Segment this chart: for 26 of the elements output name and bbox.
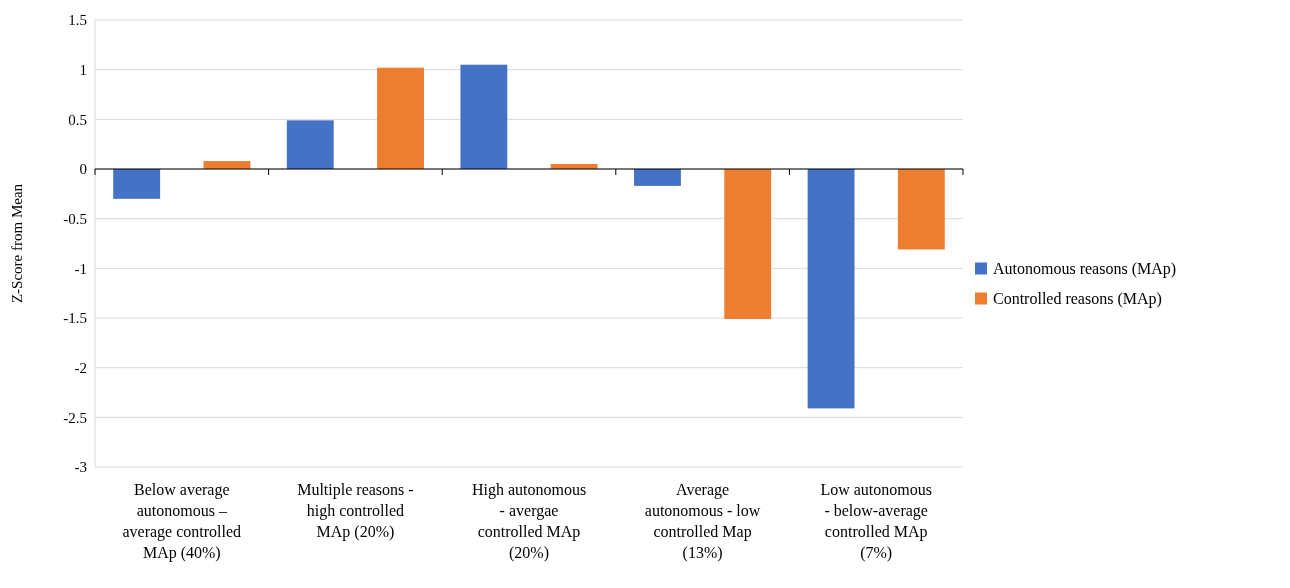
x-tick-label: Below average autonomous – average controlled MAp (40%) <box>122 481 242 562</box>
y-tick-label: 1 <box>79 61 87 78</box>
x-tick-label: Low autonomous - below-average controlled MAp (7%) <box>820 481 932 562</box>
legend-label: Controlled reasons (MAp) <box>993 290 1162 309</box>
bar <box>634 169 681 186</box>
x-tick-label: Multiple reasons - high controlled MAp (20%) <box>297 481 414 541</box>
y-tick-label: -1.5 <box>63 310 87 327</box>
bar <box>897 169 945 250</box>
y-tick-label: -1 <box>74 260 87 277</box>
bar <box>724 169 772 319</box>
y-tick-label: -3 <box>74 459 87 476</box>
y-tick-label: 0.5 <box>68 111 87 128</box>
y-tick-label: -0.5 <box>63 210 87 227</box>
y-tick-label: 1.5 <box>68 12 87 29</box>
bar <box>113 169 161 199</box>
bar <box>460 64 508 169</box>
bar <box>807 169 855 409</box>
y-tick-label: -2.5 <box>63 409 87 426</box>
x-tick-label: High autonomous - avergae controlled MAp (20%) <box>471 481 587 562</box>
bar <box>377 67 424 169</box>
legend-label: Autonomous reasons (MAp) <box>993 260 1177 279</box>
bar <box>286 120 334 169</box>
y-tick-label: -2 <box>74 359 87 376</box>
x-tick-label: Average autonomous - low controlled Map (13%) <box>644 481 761 562</box>
y-axis-title: Z-Score from Mean <box>9 183 25 304</box>
y-tick-label: 0 <box>79 161 87 178</box>
